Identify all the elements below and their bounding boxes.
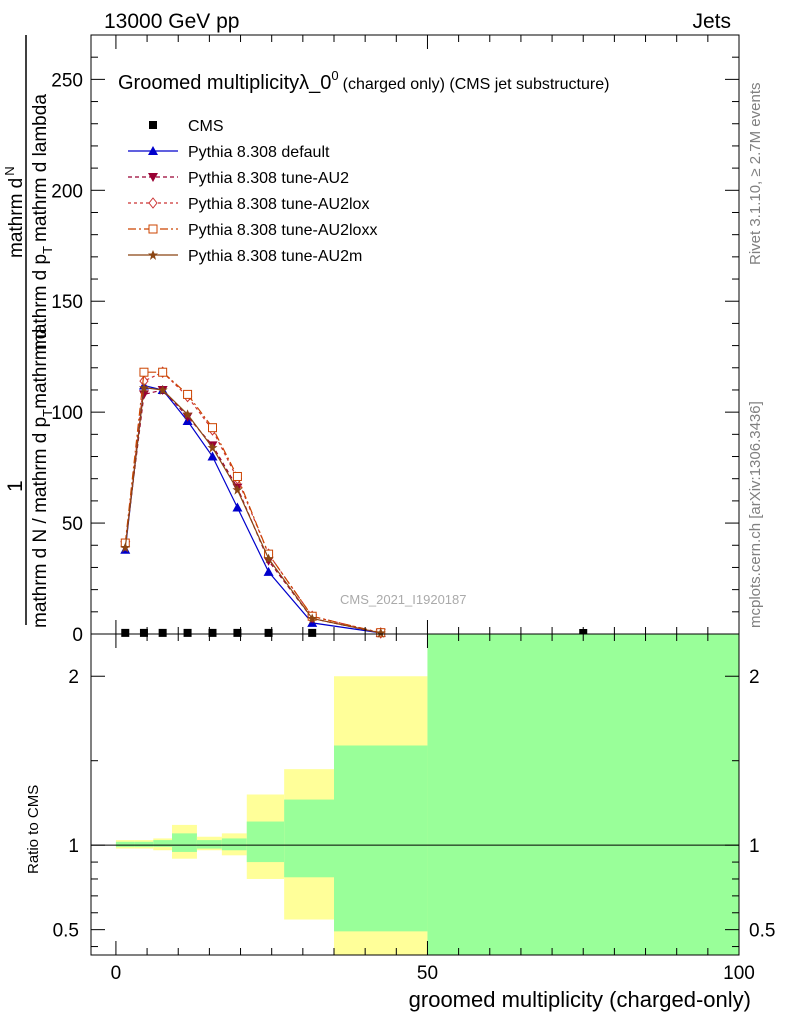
rivet-label: Rivet 3.1.10, ≥ 2.7M events [747,83,764,266]
ylabel-top-denominator: mathrm d pTmathrm d lambda [30,94,55,350]
ratio-frame [90,633,740,956]
marker-square [121,628,130,637]
marker-square [149,121,157,129]
marker-star [375,627,386,638]
header-energy: 13000 GeV pp [104,10,239,33]
ylabel-top: mathrm dN [2,166,27,258]
marker-star [307,613,318,624]
legend-label: Pythia 8.308 tune-AU2lox [188,196,369,213]
y-tick-label: 200 [51,181,83,202]
legend-entry: Pythia 8.308 default [128,144,330,161]
marker-diamond [148,197,158,209]
ylabel-denominator: mathrm d N / mathrm d pTmathrm d [30,329,55,628]
ratio-y-tick-label-right: 0.5 [749,921,775,942]
legend-label: Pythia 8.308 default [188,144,330,161]
stat-uncertainty-band [172,833,197,852]
legend: CMS Pythia 8.308 default Pythia 8.308 tune… [128,118,377,265]
legend-entry: Pythia 8.308 tune-AU2 [128,170,349,187]
main-plot: 0 50 100 150 200 250 Groomed multiplicityλ_00… [2,34,740,646]
marker-open-square [208,423,217,433]
marker-open-square [158,367,168,377]
marker-square [308,628,317,637]
ratio-y-tick-label: 1 [68,836,79,857]
chart-title: Groomed multiplicityλ_00(charged only) (… [118,68,609,94]
ratio-y-tick-label: 0.5 [53,921,79,942]
marker-open-square [183,389,193,399]
y-tick-label: 150 [51,292,83,313]
legend-entry: Pythia 8.308 tune-AU2loxx [128,222,377,239]
legend-label: Pythia 8.308 tune-AU2m [188,248,362,265]
marker-triangle [232,502,243,512]
y-tick-label: 50 [62,514,83,535]
marker-square [139,628,148,637]
y-tick-label: 100 [51,403,83,424]
ratio-y-tick-label-right: 1 [749,836,760,857]
ratio-ylabel: Ratio to CMS [25,785,42,874]
marker-open-square [139,367,149,377]
marker-triangle [148,146,158,155]
header-process: Jets [692,10,731,33]
marker-star [263,553,274,564]
ratio-y-tick-label: 2 [68,667,79,688]
marker-square [233,628,242,637]
stat-uncertainty-band [196,840,222,849]
legend-entry: CMS [149,118,224,135]
series-line [124,371,381,634]
marker-open-square [232,471,242,481]
stat-uncertainty-band [115,841,135,847]
x-tick-label: 50 [417,963,438,984]
x-tick-label: 100 [723,963,755,984]
stat-uncertainty-band [246,821,285,863]
stat-uncertainty-band [221,838,247,851]
marker-triangle [263,566,274,576]
watermark: CMS_2021_I1920187 [340,592,467,607]
stat-uncertainty-band [153,840,172,847]
marker-star [157,384,168,395]
marker-square [183,628,192,637]
marker-star [120,542,131,553]
stat-uncertainty-band [284,799,334,878]
legend-label: CMS [188,118,224,135]
xlabel: groomed multiplicity (charged-only) [409,987,751,1012]
site-label: mcplots.cern.ch [arXiv:1306.3436] [747,401,764,628]
marker-star [207,442,218,453]
marker-triangle [207,451,218,461]
marker-star [138,382,149,393]
stat-uncertainty-band [134,841,154,847]
y-tick-label: 0 [72,625,83,646]
marker-star [232,484,243,495]
ratio-plot: 0.5 0.5 1 1 2 2 0 50 100 Ratio to CMS groomed mu… [25,633,775,1012]
y-tick-label: 250 [51,70,83,91]
ylabel-numerator: 1 [4,480,27,492]
marker-star [182,409,193,420]
legend-entry: Pythia 8.308 tune-AU2m [128,248,362,265]
marker-square [208,628,217,637]
marker-triangle-down [148,173,158,182]
main-ylabel: 1 mathrm d N / mathrm d pTmathrm d mathr… [2,35,55,628]
marker-open-square [148,224,158,234]
legend-label: Pythia 8.308 tune-AU2 [188,170,349,187]
x-tick-label: 0 [111,963,122,984]
legend-entry: Pythia 8.308 tune-AU2lox [128,196,369,213]
series-pythia-8-308-tune-au2m [120,382,386,638]
stat-uncertainty-band [427,634,739,955]
stat-uncertainty-band [334,745,428,932]
marker-square [264,628,273,637]
marker-star [148,250,158,260]
ratio-y-tick-label-right: 2 [749,667,760,688]
legend-label: Pythia 8.308 tune-AU2loxx [188,222,377,239]
marker-square [158,628,167,637]
